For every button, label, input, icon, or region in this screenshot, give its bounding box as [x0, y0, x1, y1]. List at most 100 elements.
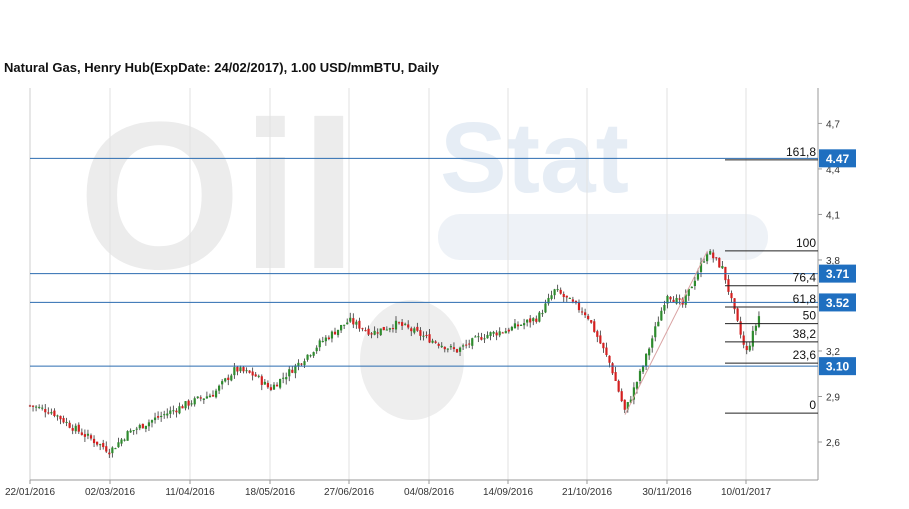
y-tick-label: 4,4 [826, 165, 840, 176]
candle-body [663, 304, 666, 311]
candle-body [641, 366, 645, 372]
fibonacci-level-label: 100 [796, 236, 816, 250]
candle-body [458, 347, 462, 352]
candle-body [279, 379, 282, 388]
candle-body [77, 424, 80, 432]
candle-body [462, 345, 465, 347]
candle-body [748, 345, 751, 351]
candle-body [553, 289, 556, 296]
candle-body [611, 363, 614, 374]
chart-title: Natural Gas, Henry Hub(ExpDate: 24/02/20… [4, 60, 439, 75]
candle-body [214, 390, 218, 398]
candle-body [312, 352, 315, 356]
candle-body [141, 423, 144, 429]
candle-body [275, 384, 279, 387]
candle-body [379, 328, 382, 336]
candle-body [617, 380, 620, 392]
candle-body [452, 347, 456, 350]
candle-body [41, 407, 44, 409]
candle-body [361, 328, 364, 330]
candle-body [178, 406, 181, 414]
candle-body [227, 377, 230, 380]
candle-body [666, 296, 669, 304]
candle-body [190, 403, 193, 405]
candle-body [394, 320, 398, 330]
candle-body [62, 418, 65, 423]
candle-body [388, 328, 391, 330]
candle-body [404, 323, 407, 325]
candle-body [672, 299, 675, 303]
x-tick-label: 10/01/2017 [721, 487, 771, 498]
candle-body [35, 406, 38, 408]
candle-body [739, 321, 742, 335]
candle-body [254, 374, 257, 377]
candle-body [590, 320, 593, 323]
candle-body [242, 367, 245, 372]
candle-body [297, 362, 300, 367]
candle-body [346, 322, 349, 325]
candle-body [535, 318, 538, 322]
candle-body [401, 322, 404, 326]
candle-body [294, 365, 297, 374]
candle-body [221, 381, 224, 385]
candle-body [105, 446, 108, 452]
candle-body [89, 435, 93, 439]
candle-body [129, 430, 132, 433]
candle-body [495, 332, 498, 336]
price-badges: 4.47 3.71 3.52 3.10 [819, 149, 856, 376]
candle-body [300, 363, 303, 365]
fibonacci-level-label: 76,4 [793, 271, 817, 285]
candle-body [211, 394, 215, 397]
candle-body [651, 338, 654, 348]
candle-body [523, 323, 526, 326]
candle-body [50, 412, 53, 414]
fibonacci-retracement: 161,8 100 76,4 61,8 50 38,2 23,6 0 [624, 145, 818, 415]
candle-body [47, 412, 50, 414]
candle-body [349, 317, 352, 322]
candle-body [282, 377, 285, 379]
candle-body [102, 443, 105, 448]
candle-body [343, 324, 346, 326]
candle-body [272, 384, 276, 390]
candle-body [376, 332, 379, 334]
candle-body [678, 298, 681, 300]
candle-body [465, 344, 468, 346]
candle-body [556, 289, 559, 291]
candle-body [696, 272, 700, 280]
candle-body [150, 420, 154, 423]
candle-body [288, 369, 291, 377]
candle-body [74, 425, 77, 432]
candle-body [236, 366, 239, 372]
watermark-drop [360, 300, 464, 420]
candle-body [120, 439, 123, 444]
candle-body [175, 410, 178, 413]
fibonacci-level-label: 0 [809, 398, 816, 412]
candle-body [68, 422, 71, 428]
candle-body [492, 331, 495, 334]
candle-body [138, 425, 141, 429]
candle-body [248, 370, 251, 373]
candle-body [245, 370, 248, 372]
candle-body [291, 369, 294, 373]
fibonacci-level-label: 38,2 [793, 327, 817, 341]
candle-body [425, 334, 428, 336]
candle-body [208, 395, 212, 398]
candle-body [440, 345, 443, 348]
candle-body [367, 328, 370, 335]
candle-body [681, 298, 684, 305]
candle-body [373, 330, 376, 335]
candle-body [147, 422, 151, 427]
candle-body [419, 330, 422, 336]
y-tick-label: 2,9 [826, 392, 840, 403]
candle-body [321, 341, 324, 343]
candle-body [629, 399, 632, 403]
candle-body [80, 432, 83, 435]
horizontal-levels [30, 157, 818, 367]
candle-body [648, 348, 651, 356]
candle-body [571, 299, 574, 302]
candle-body [352, 318, 355, 325]
candle-body [693, 280, 696, 286]
price-badge [819, 357, 856, 376]
candle-body [358, 320, 361, 329]
